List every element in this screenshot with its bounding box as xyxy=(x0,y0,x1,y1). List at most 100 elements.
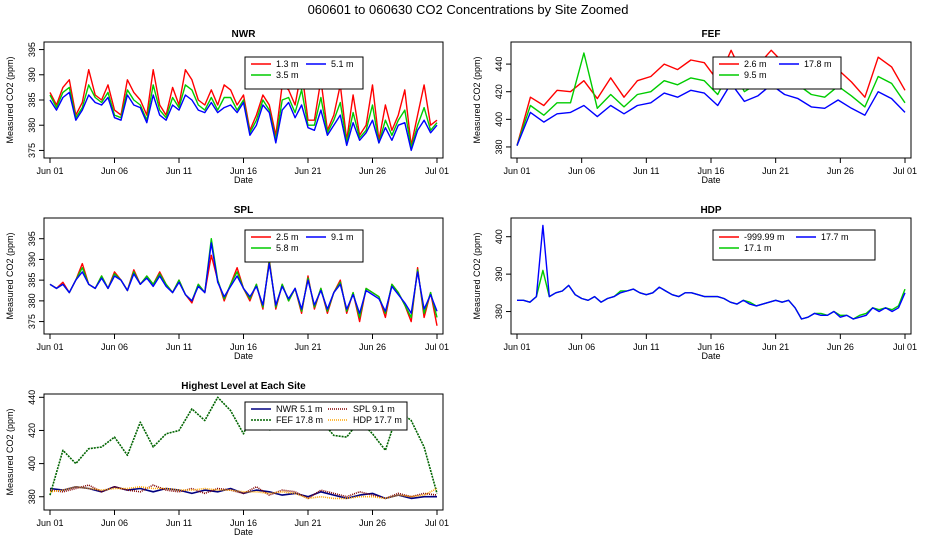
panel-title: NWR xyxy=(232,29,257,40)
legend-label: 2.6 m xyxy=(744,59,767,69)
legend: 1.3 m 5.1 m 3.5 m xyxy=(244,56,364,90)
y-tick-label: 380 xyxy=(27,293,37,308)
y-tick-label: 385 xyxy=(27,92,37,107)
series-line-17-8-m xyxy=(516,82,906,146)
y-tick-label: 380 xyxy=(494,304,504,319)
series-line-2-6-m xyxy=(516,49,906,146)
x-tick-label: Jul 01 xyxy=(893,342,917,352)
x-tick-label: Jun 26 xyxy=(359,342,386,352)
legend-box xyxy=(712,229,876,261)
legend-label: 9.1 m xyxy=(331,232,354,242)
y-tick-label: 400 xyxy=(27,456,37,471)
plot-frame xyxy=(43,217,444,335)
x-tick-label: Jun 11 xyxy=(633,166,659,176)
panel-highest-level-at-each-site: Highest Level at Each Site Jun 01 Jun 06 Ju… xyxy=(5,381,449,537)
x-tick-label: Jun 16 xyxy=(230,342,257,352)
x-tick-label: Jul 01 xyxy=(425,342,449,352)
x-tick-label: Jun 01 xyxy=(36,166,63,176)
series-line-9-1-m xyxy=(49,242,438,314)
x-tick-label: Jun 16 xyxy=(230,166,257,176)
figure-title: 060601 to 060630 CO2 Concentrations by S… xyxy=(308,2,629,17)
legend-label: 5.8 m xyxy=(276,243,299,253)
y-tick-label: 395 xyxy=(27,231,37,246)
legend-label: 5.1 m xyxy=(331,59,354,69)
panel-title: FEF xyxy=(702,29,721,40)
legend-label: 17.7 m xyxy=(821,232,849,242)
panel-spl: SPL Jun 01 Jun 06 Jun 11 Jun 16 Jun 21 Jun 26 J… xyxy=(5,205,449,361)
series-line-17-7-m xyxy=(517,224,906,320)
y-axis-label: Measured CO2 (ppm) xyxy=(5,232,15,319)
x-tick-label: Jun 11 xyxy=(166,342,192,352)
x-tick-label: Jun 06 xyxy=(101,166,128,176)
y-tick-label: 390 xyxy=(27,67,37,82)
x-tick-label: Jul 01 xyxy=(425,518,449,528)
x-axis-label: Date xyxy=(701,351,720,361)
y-tick-label: 380 xyxy=(27,489,37,504)
y-tick-label: 380 xyxy=(27,118,37,133)
y-axis-label: Measured CO2 (ppm) xyxy=(5,56,15,143)
x-tick-label: Jun 06 xyxy=(568,166,595,176)
legend-label: 2.5 m xyxy=(276,232,299,242)
y-tick-label: 380 xyxy=(494,139,504,154)
x-tick-label: Jun 16 xyxy=(697,166,724,176)
series-line-3-5-m xyxy=(49,84,438,149)
x-tick-label: Jul 01 xyxy=(425,166,449,176)
series-line-fef-17-8-m xyxy=(49,396,438,496)
x-tick-label: Jun 11 xyxy=(166,166,192,176)
panel-title: Highest Level at Each Site xyxy=(181,381,306,392)
x-tick-label: Jun 21 xyxy=(294,342,321,352)
legend-box xyxy=(712,56,842,90)
x-tick-label: Jun 06 xyxy=(101,342,128,352)
x-tick-label: Jun 01 xyxy=(36,342,63,352)
legend-label: -999.99 m xyxy=(744,232,785,242)
series-line-1-3-m xyxy=(49,68,438,147)
series-line-spl-9-1-m xyxy=(49,484,438,500)
x-axis-label: Date xyxy=(234,527,253,537)
x-tick-label: Jun 21 xyxy=(294,166,321,176)
x-tick-label: Jun 01 xyxy=(36,518,63,528)
legend: 2.6 m 17.8 m 9.5 m xyxy=(712,56,842,90)
y-tick-label: 400 xyxy=(494,112,504,127)
series-line-5-8-m xyxy=(49,237,438,319)
legend-label: 3.5 m xyxy=(276,70,299,80)
x-tick-label: Jul 01 xyxy=(893,166,917,176)
y-tick-label: 440 xyxy=(27,390,37,405)
x-axis-label: Date xyxy=(701,175,720,185)
x-tick-label: Jun 26 xyxy=(827,342,854,352)
y-tick-label: 395 xyxy=(27,42,37,57)
panel-hdp: HDP Jun 01 Jun 06 Jun 11 Jun 16 Jun 21 Jun 26 J… xyxy=(472,205,917,361)
legend-label: 1.3 m xyxy=(276,59,299,69)
legend: 2.5 m 9.1 m 5.8 m xyxy=(244,229,364,263)
y-axis-label: Measured CO2 (ppm) xyxy=(472,56,482,143)
y-tick-label: 420 xyxy=(494,84,504,99)
x-axis-label: Date xyxy=(234,351,253,361)
x-tick-label: Jun 26 xyxy=(359,166,386,176)
series-line-5-1-m xyxy=(49,91,438,152)
legend: NWR 5.1 m SPL 9.1 m FEF 17.8 m HDP 17.7 m xyxy=(244,401,408,431)
y-tick-label: 390 xyxy=(27,252,37,267)
legend-label: HDP 17.7 m xyxy=(353,415,402,425)
x-tick-label: Jun 01 xyxy=(503,166,530,176)
x-tick-label: Jun 21 xyxy=(294,518,321,528)
x-tick-label: Jun 21 xyxy=(762,166,789,176)
x-axis-label: Date xyxy=(234,175,253,185)
legend-label: NWR 5.1 m xyxy=(276,404,323,414)
legend-label: SPL 9.1 m xyxy=(353,404,395,414)
series-line-hdp-17-7-m xyxy=(49,485,438,500)
y-tick-label: 440 xyxy=(494,57,504,72)
x-tick-label: Jun 11 xyxy=(633,342,659,352)
y-tick-label: 375 xyxy=(27,314,37,329)
x-tick-label: Jun 26 xyxy=(827,166,854,176)
x-tick-label: Jun 06 xyxy=(568,342,595,352)
x-tick-label: Jun 01 xyxy=(503,342,530,352)
x-tick-label: Jun 16 xyxy=(697,342,724,352)
chart-panels: NWR Jun 01 Jun 06 Jun 11 Jun 16 Jun 21 Jun 26 J… xyxy=(5,29,917,537)
y-tick-label: 390 xyxy=(494,267,504,282)
panel-fef: FEF Jun 01 Jun 06 Jun 11 Jun 16 Jun 21 Jun 26 J… xyxy=(472,29,917,185)
panel-nwr: NWR Jun 01 Jun 06 Jun 11 Jun 16 Jun 21 Jun 26 J… xyxy=(5,29,449,185)
panel-title: HDP xyxy=(700,205,721,216)
x-tick-label: Jun 21 xyxy=(762,342,789,352)
x-tick-label: Jun 26 xyxy=(359,518,386,528)
panel-title: SPL xyxy=(234,205,253,216)
